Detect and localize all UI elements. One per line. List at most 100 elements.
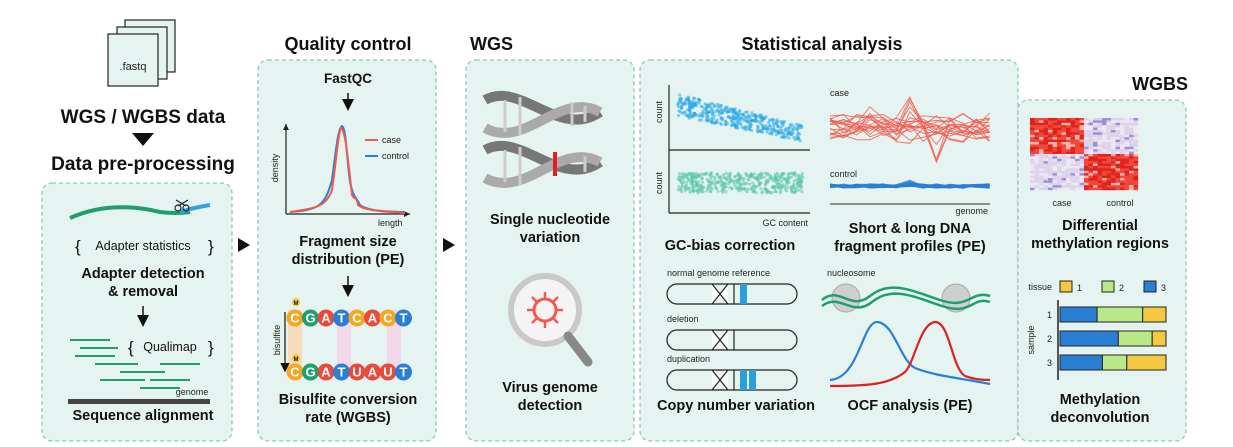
heatmap-cell — [1097, 134, 1103, 138]
nucleotide-circle — [348, 309, 366, 327]
gc-point — [713, 175, 717, 179]
heatmap-cell — [1039, 130, 1044, 133]
heatmap-cell — [1124, 168, 1130, 171]
heatmap-cell — [1034, 166, 1040, 169]
heatmap-cell — [1079, 163, 1085, 167]
gc-point — [714, 181, 718, 185]
heatmap-cell — [1111, 158, 1116, 162]
heatmap-cell — [1052, 142, 1058, 145]
deconv-title-2: deconvolution — [1050, 410, 1149, 426]
nucleotide-letter: T — [400, 365, 408, 380]
heatmap-cell — [1129, 132, 1134, 135]
heatmap-cell — [1111, 154, 1116, 157]
heatmap-cell — [1106, 154, 1112, 157]
gc-point — [796, 181, 800, 185]
heatmap-cell — [1115, 158, 1121, 162]
snv-title-2: variation — [520, 230, 580, 246]
heatmap-cell — [1124, 127, 1130, 131]
heatmap-cell — [1070, 125, 1076, 128]
gc-point — [752, 189, 756, 193]
nucleotide-circle — [302, 363, 319, 381]
heatmap-cell — [1057, 139, 1062, 143]
gc-point — [759, 187, 763, 191]
heatmap-cell — [1034, 137, 1040, 140]
heatmap-cell — [1048, 185, 1053, 188]
heatmap-cell — [1066, 166, 1071, 169]
heatmap-cell — [1066, 173, 1071, 176]
heatmap-cell — [1124, 146, 1130, 150]
heatmap-cell — [1124, 185, 1130, 188]
heatmap-cell — [1043, 173, 1049, 176]
heatmap-cell — [1034, 134, 1040, 138]
gc-point — [776, 125, 780, 129]
heatmap-cell — [1097, 166, 1103, 169]
gc-point — [798, 184, 803, 188]
heatmap-cell — [1048, 127, 1053, 131]
heatmap-cell — [1066, 156, 1071, 159]
heatmap-cell — [1030, 185, 1035, 188]
heatmap-cell — [1093, 166, 1098, 169]
gc-point — [749, 173, 754, 177]
deconv-title-1: Methylation — [1060, 392, 1141, 408]
heatmap-cell — [1030, 134, 1035, 138]
heatmap-cell — [1039, 137, 1044, 140]
heatmap-cell — [1093, 122, 1098, 126]
deconvolution-segment — [1126, 354, 1167, 371]
heatmap-cell — [1093, 130, 1098, 133]
heatmap-cell — [1079, 156, 1085, 159]
heatmap-cell — [1097, 122, 1103, 126]
heatmap-cell — [1120, 166, 1125, 169]
right-triangle-icon — [443, 238, 455, 252]
heatmap-cell — [1043, 130, 1049, 133]
nucleotide-letter: C — [383, 311, 393, 326]
gc-point — [701, 180, 705, 184]
heatmap-cell — [1034, 185, 1040, 188]
heatmap-cell — [1070, 132, 1076, 135]
gc-point — [705, 118, 710, 122]
heatmap-cell — [1048, 158, 1053, 162]
heatmap-cell — [1106, 127, 1112, 131]
svg-text:}: } — [208, 237, 214, 256]
gc-point — [697, 118, 701, 122]
gc-point — [768, 124, 772, 128]
heatmap-cell — [1034, 175, 1040, 179]
heatmap-cell — [1106, 122, 1112, 126]
heatmap-cell — [1048, 163, 1053, 167]
heatmap-cell — [1115, 163, 1121, 167]
heatmap-cell — [1115, 125, 1121, 128]
heatmap-cell — [1088, 130, 1094, 133]
heatmap-cell — [1048, 146, 1053, 150]
heatmap-cell — [1030, 125, 1035, 128]
heatmap-cell — [1084, 146, 1089, 150]
gc-point — [800, 190, 804, 194]
case-profile-line — [829, 110, 990, 162]
heatmap-cell — [1133, 137, 1139, 140]
heatmap-cell — [1052, 139, 1058, 143]
heatmap-cell — [1124, 120, 1130, 123]
heatmap-cell — [1093, 158, 1098, 162]
heatmap-cell — [1097, 187, 1103, 191]
heatmap-cell — [1052, 158, 1058, 162]
heatmap-cell — [1088, 168, 1094, 171]
heatmap-cell — [1102, 146, 1107, 150]
heatmap-cell — [1034, 151, 1040, 155]
gc-point — [792, 184, 796, 188]
profile-title-2: fragment profiles (PE) — [834, 239, 986, 255]
heatmap-cell — [1084, 122, 1089, 126]
heatmap-cell — [1075, 151, 1080, 155]
heatmap-cell — [1088, 187, 1094, 191]
gc-point — [722, 173, 726, 177]
nucleotide-circle — [395, 309, 412, 327]
heatmap-cell — [1030, 122, 1035, 126]
gc-point — [699, 184, 703, 188]
heatmap-cell — [1124, 175, 1130, 179]
heatmap-cell — [1039, 182, 1044, 186]
heatmap-cell — [1070, 142, 1076, 145]
gc-point — [792, 182, 796, 186]
heatmap-cell — [1097, 118, 1103, 121]
preprocess-title: Data pre-processing — [51, 154, 235, 175]
gc-point — [736, 123, 740, 127]
gc-point — [693, 112, 698, 116]
heatmap-cell — [1034, 180, 1040, 183]
